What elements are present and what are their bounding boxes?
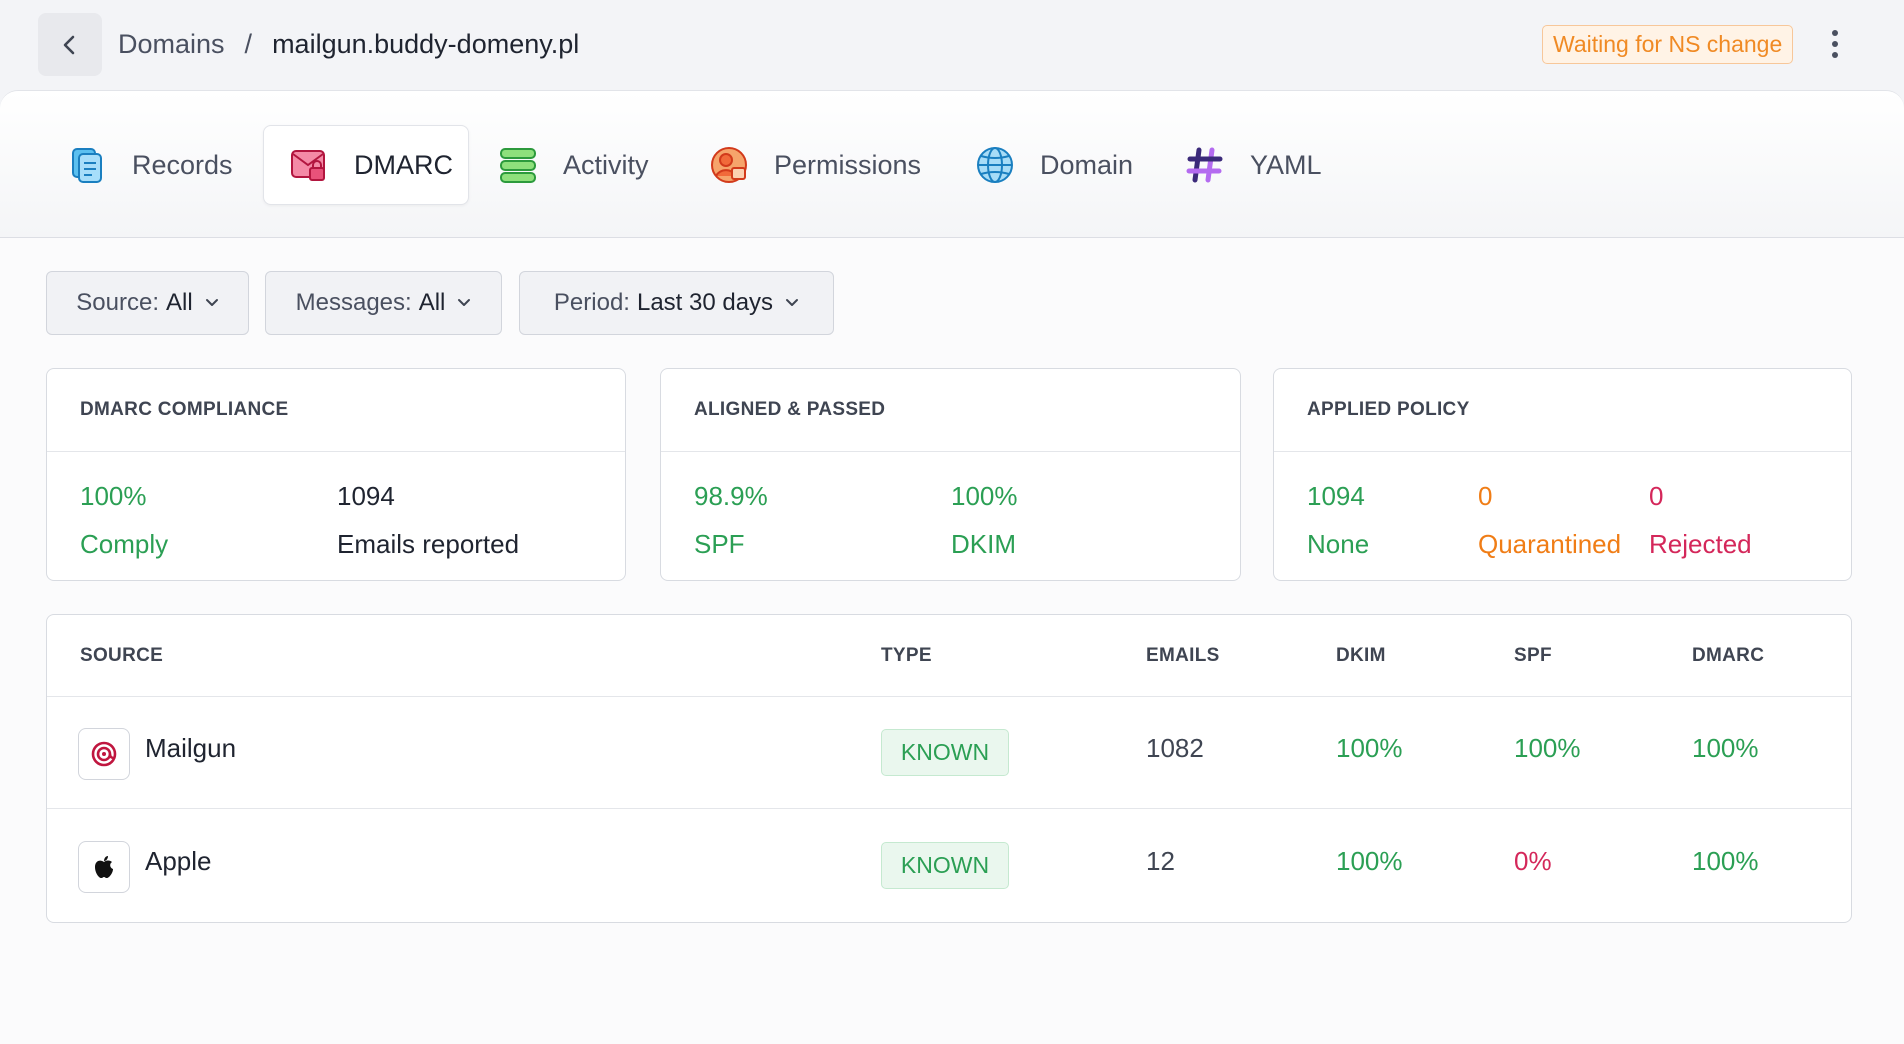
main-panel: Records DMARC Activity <box>0 90 1904 1044</box>
chevron-down-icon <box>457 298 471 308</box>
filter-value: All <box>418 289 446 316</box>
dmarc-icon <box>288 144 330 186</box>
table-header: SOURCE TYPE EMAILS DKIM SPF DMARC <box>47 615 1851 697</box>
page-title: mailgun.buddy-domeny.pl <box>272 28 580 59</box>
filter-label: Messages: <box>295 289 412 316</box>
back-button[interactable] <box>38 13 102 76</box>
domain-globe-icon <box>974 144 1016 186</box>
column-header-type: TYPE <box>881 645 932 666</box>
column-header-dmarc: DMARC <box>1692 645 1765 666</box>
filter-label: Source: <box>76 289 160 316</box>
stat-label: Rejected <box>1649 529 1752 559</box>
stat-value: 98.9% <box>694 481 768 511</box>
source-name: Mailgun <box>145 733 237 763</box>
yaml-hash-icon <box>1184 144 1226 186</box>
mailgun-logo-icon <box>78 728 130 780</box>
more-dot-icon <box>1832 41 1838 47</box>
stat-value: 100% <box>80 481 147 511</box>
stat-value: 0 <box>1649 481 1664 511</box>
stat-value: 1094 <box>1307 481 1365 511</box>
filter-value: All <box>166 289 193 316</box>
tab-label: YAML <box>1250 149 1322 180</box>
apple-logo-icon <box>78 841 130 893</box>
filter-value: Last 30 days <box>636 289 774 316</box>
tab-label: Permissions <box>774 149 922 180</box>
stat-label: None <box>1307 529 1370 559</box>
more-dot-icon <box>1832 30 1838 36</box>
stat-label: Quarantined <box>1478 529 1622 559</box>
emails-count: 12 <box>1146 846 1175 876</box>
records-icon <box>66 144 108 186</box>
dkim-value: 100% <box>1336 846 1403 876</box>
card-title: DMARC COMPLIANCE <box>47 369 625 452</box>
breadcrumb-separator: / <box>244 28 253 59</box>
tab-permissions[interactable]: Permissions <box>708 125 921 205</box>
comply-stat: 100% Comply <box>80 479 168 561</box>
tab-dmarc[interactable]: DMARC <box>263 125 469 205</box>
emails-count: 1082 <box>1146 733 1204 763</box>
column-header-spf: SPF <box>1514 645 1552 666</box>
source-name: Apple <box>145 846 212 876</box>
quarantined-stat: 0 Quarantined <box>1478 479 1621 561</box>
stat-value: 1094 <box>337 481 395 511</box>
period-filter-dropdown[interactable]: Period: Last 30 days <box>519 271 834 335</box>
dmarc-value: 100% <box>1692 733 1759 763</box>
aligned-passed-card: ALIGNED & PASSED 98.9% SPF 100% DKIM <box>660 368 1241 581</box>
column-header-source: SOURCE <box>80 645 164 666</box>
chevron-left-icon <box>63 35 75 54</box>
more-options-button[interactable] <box>1820 24 1850 64</box>
stat-value: 0 <box>1478 481 1493 511</box>
card-title: ALIGNED & PASSED <box>661 369 1240 452</box>
type-badge: KNOWN <box>881 729 1009 776</box>
table-row[interactable]: Mailgun KNOWN 1082 100% 100% 100% <box>47 697 1851 809</box>
tab-label: DMARC <box>354 149 453 180</box>
tab-label: Domain <box>1040 149 1134 180</box>
chevron-down-icon <box>205 298 219 308</box>
chevron-down-icon <box>785 298 799 308</box>
tab-yaml[interactable]: YAML <box>1184 125 1322 205</box>
tab-label: Records <box>132 149 233 180</box>
stat-label: SPF <box>694 529 745 559</box>
spf-value: 100% <box>1514 733 1581 763</box>
sources-table: SOURCE TYPE EMAILS DKIM SPF DMARC Mailgu… <box>46 614 1852 923</box>
breadcrumb: Domains / mailgun.buddy-domeny.pl <box>118 27 579 61</box>
filter-label: Period: <box>553 289 630 316</box>
card-title: APPLIED POLICY <box>1274 369 1851 452</box>
stat-label: Emails reported <box>337 529 520 559</box>
none-policy-stat: 1094 None <box>1307 479 1369 561</box>
stat-label: Comply <box>80 529 169 559</box>
emails-reported-stat: 1094 Emails reported <box>337 479 519 561</box>
tab-label: Activity <box>563 149 649 180</box>
spf-value: 0% <box>1514 846 1552 876</box>
dkim-value: 100% <box>1336 733 1403 763</box>
column-header-dkim: DKIM <box>1336 645 1386 666</box>
dmarc-value: 100% <box>1692 846 1759 876</box>
table-row[interactable]: Apple KNOWN 12 100% 0% 100% <box>47 810 1851 922</box>
tab-records[interactable]: Records <box>66 125 233 205</box>
messages-filter-dropdown[interactable]: Messages: All <box>265 271 502 335</box>
dkim-stat: 100% DKIM <box>951 479 1018 561</box>
tab-bar: Records DMARC Activity <box>0 91 1904 238</box>
applied-policy-card: APPLIED POLICY 1094 None 0 Quarantined 0… <box>1273 368 1852 581</box>
tab-domain[interactable]: Domain <box>974 125 1133 205</box>
type-badge: KNOWN <box>881 842 1009 889</box>
stat-label: DKIM <box>951 529 1016 559</box>
dmarc-compliance-card: DMARC COMPLIANCE 100% Comply 1094 Emails… <box>46 368 626 581</box>
rejected-stat: 0 Rejected <box>1649 479 1752 561</box>
tab-activity[interactable]: Activity <box>497 125 649 205</box>
status-badge: Waiting for NS change <box>1542 25 1794 64</box>
spf-stat: 98.9% SPF <box>694 479 768 561</box>
more-dot-icon <box>1832 52 1838 58</box>
permissions-icon <box>708 144 750 186</box>
top-bar: Domains / mailgun.buddy-domeny.pl Waitin… <box>0 0 1904 90</box>
column-header-emails: EMAILS <box>1146 645 1220 666</box>
breadcrumb-domains-link[interactable]: Domains <box>118 28 225 59</box>
stat-value: 100% <box>951 481 1018 511</box>
source-filter-dropdown[interactable]: Source: All <box>46 271 249 335</box>
activity-icon <box>497 144 539 186</box>
